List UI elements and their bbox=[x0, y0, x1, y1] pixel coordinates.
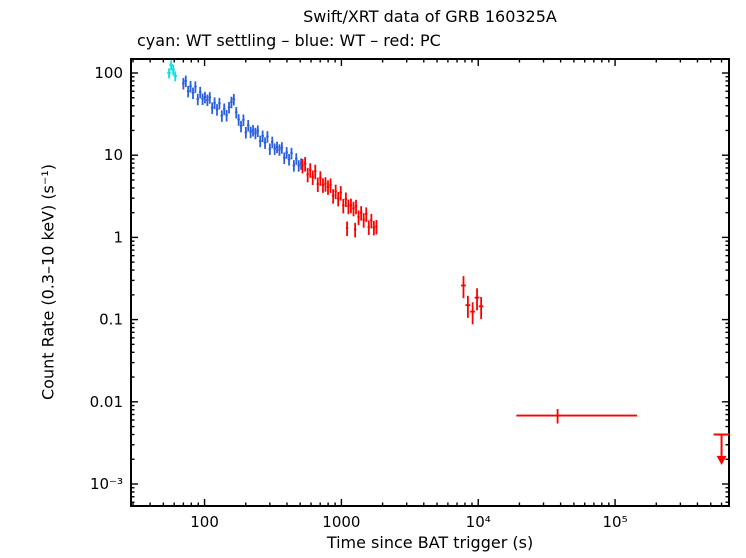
x-tick-label: 100 bbox=[190, 513, 219, 531]
x-tick-label: 1000 bbox=[322, 513, 360, 531]
x-tick-label: 10⁴ bbox=[466, 513, 491, 531]
upper-limit-arrow bbox=[713, 433, 730, 465]
y-tick-label: 100 bbox=[94, 64, 123, 82]
axis-ticks bbox=[131, 59, 729, 506]
y-tick-label: 10⁻³ bbox=[90, 475, 123, 493]
plot-legend-subtitle: cyan: WT settling – blue: WT – red: PC bbox=[137, 31, 441, 50]
series-pc-middle bbox=[461, 276, 484, 325]
y-tick-label: 0.01 bbox=[90, 393, 123, 411]
y-tick-label: 10 bbox=[104, 146, 123, 164]
series-pc-late-bin bbox=[516, 409, 638, 424]
series-pc-early bbox=[301, 157, 378, 238]
x-axis-label: Time since BAT trigger (s) bbox=[326, 533, 534, 552]
series-wt-settling bbox=[167, 60, 177, 82]
plot-title: Swift/XRT data of GRB 160325A bbox=[303, 7, 557, 26]
x-tick-label: 10⁵ bbox=[603, 513, 628, 531]
series-wt bbox=[182, 75, 303, 172]
y-tick-label: 1 bbox=[113, 228, 123, 246]
y-axis-label: Count Rate (0.3–10 keV) (s⁻¹) bbox=[38, 164, 58, 400]
plot-frame bbox=[130, 58, 730, 507]
y-tick-label: 0.1 bbox=[99, 311, 123, 329]
